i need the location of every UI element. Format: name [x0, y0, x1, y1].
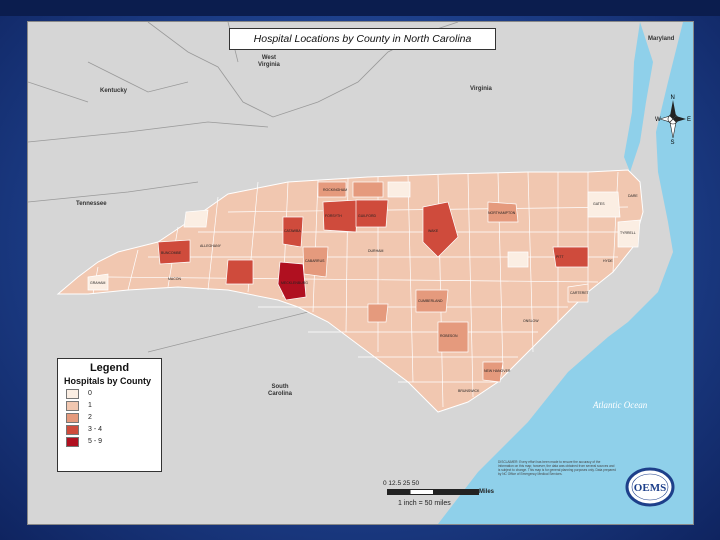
- county-label: CUMBERLAND: [418, 299, 443, 303]
- county-label: DURHAM: [368, 249, 383, 253]
- county-label: CARTERET: [570, 291, 590, 295]
- ocean-label: Atlantic Ocean: [593, 400, 648, 410]
- county-label: WAKE: [428, 229, 439, 233]
- scale-ticks: 0 12.5 25 50: [383, 480, 420, 487]
- county-pitt: [552, 246, 589, 268]
- county-fills: [87, 181, 641, 383]
- county-person: [387, 181, 411, 198]
- county-gates: [587, 191, 621, 218]
- legend-item: 2: [66, 412, 161, 423]
- disclaimer-text: DISCLAIMER: Every effort has been made t…: [498, 460, 616, 477]
- bay-area: [624, 22, 653, 172]
- county-madison: [183, 209, 209, 228]
- scale-graphic: [387, 489, 479, 495]
- slide-top-band: [0, 0, 720, 16]
- county-carteret: [567, 283, 589, 303]
- legend-item: 3 - 4: [66, 424, 161, 435]
- legend-item: 1: [66, 400, 161, 411]
- legend-label: 3 - 4: [88, 426, 103, 433]
- county-label: TYRRELL: [620, 231, 636, 235]
- legend-swatch: [66, 436, 79, 447]
- county-label: HYDE: [603, 259, 613, 263]
- scale-ratio: 1 inch = 50 miles: [398, 500, 451, 507]
- county-label: NORTHAMPTON: [488, 211, 516, 215]
- legend-item: 0: [66, 388, 161, 399]
- legend-label: 2: [88, 414, 92, 421]
- county-wake: [422, 201, 459, 258]
- county-cleveland: [225, 259, 254, 285]
- county-rockingham: [317, 181, 347, 198]
- legend-swatch: [66, 388, 79, 399]
- county-caswell: [352, 181, 384, 198]
- county-mecklenburg: [277, 261, 307, 301]
- county-label: MACON: [168, 277, 182, 281]
- county-label: GUILFORD: [358, 214, 377, 218]
- north-arrow-icon: N E S W: [655, 95, 691, 144]
- county-label: MECKLENBURG: [281, 281, 308, 285]
- compass-s: S: [671, 140, 675, 144]
- state-label-west-virginia: West Virginia: [258, 55, 280, 68]
- ocean-area: [438, 22, 693, 524]
- county-new-hanover: [482, 361, 504, 383]
- county-robeson: [437, 321, 469, 353]
- county-label: DARE: [628, 194, 638, 198]
- logo-text: OEMS: [634, 482, 666, 494]
- county-label: ALLEGHANY: [200, 244, 222, 248]
- scale-unit: Miles: [479, 489, 495, 495]
- county-label: GRAHAM: [90, 281, 105, 285]
- compass-n: N: [671, 95, 675, 101]
- compass-w: W: [655, 117, 661, 123]
- county-buncombe: [157, 239, 191, 265]
- legend-swatch: [66, 400, 79, 411]
- legend-label: 5 - 9: [88, 438, 103, 445]
- county-catawba: [282, 216, 304, 248]
- map-frame: ROCKINGHAM GUILFORD FORSYTH WAKE MECKLEN…: [27, 21, 694, 525]
- county-label: BRUNSWICK: [458, 389, 480, 393]
- state-label-maryland: Maryland: [648, 36, 675, 42]
- county-label: FORSYTH: [325, 214, 342, 218]
- county-moore: [367, 303, 389, 323]
- county-cabarrus: [302, 246, 329, 278]
- county-label: ROCKINGHAM: [323, 188, 347, 192]
- county-label: PITT: [556, 255, 564, 259]
- county-forsyth: [322, 199, 359, 233]
- oems-logo-icon: OEMS: [625, 467, 675, 507]
- county-label: BUNCOMBE: [161, 251, 182, 255]
- state-label-kentucky: Kentucky: [100, 88, 128, 94]
- legend-swatch: [66, 412, 79, 423]
- county-greene: [507, 251, 529, 268]
- legend: Legend Hospitals by County 0 1 2 3 - 4 5…: [57, 358, 162, 472]
- map-canvas: ROCKINGHAM GUILFORD FORSYTH WAKE MECKLEN…: [28, 22, 693, 524]
- county-halifax: [487, 201, 519, 223]
- county-label: GATES: [593, 202, 605, 206]
- legend-label: 1: [88, 402, 92, 409]
- legend-item: 5 - 9: [66, 436, 161, 447]
- legend-title: Legend: [89, 362, 130, 374]
- county-tyrrell: [617, 219, 641, 248]
- map-title: Hospital Locations by County in North Ca…: [229, 28, 496, 50]
- county-graham: [87, 273, 109, 291]
- county-cumberland: [415, 289, 449, 313]
- state-label-tennessee: Tennessee: [76, 201, 107, 207]
- county-label: ONSLOW: [523, 319, 539, 323]
- state-label-south-carolina: South Carolina: [268, 384, 293, 397]
- county-guilford: [355, 199, 389, 228]
- county-label: CABARRUS: [305, 259, 325, 263]
- county-labels: ROCKINGHAM GUILFORD FORSYTH WAKE MECKLEN…: [90, 188, 638, 393]
- county-label: NEW HANOVER: [484, 369, 511, 373]
- county-label: CATAWBA: [284, 229, 301, 233]
- compass-e: E: [687, 117, 691, 123]
- state-label-virginia: Virginia: [470, 86, 492, 92]
- legend-swatch: [66, 424, 79, 435]
- legend-label: 0: [88, 390, 92, 397]
- county-label: ROBESON: [440, 334, 458, 338]
- nc-state-shape: [56, 169, 644, 413]
- scale-bar: 0 12.5 25 50 Miles 1 inch = 50 miles: [383, 480, 495, 520]
- legend-subtitle: Hospitals by County: [64, 376, 152, 386]
